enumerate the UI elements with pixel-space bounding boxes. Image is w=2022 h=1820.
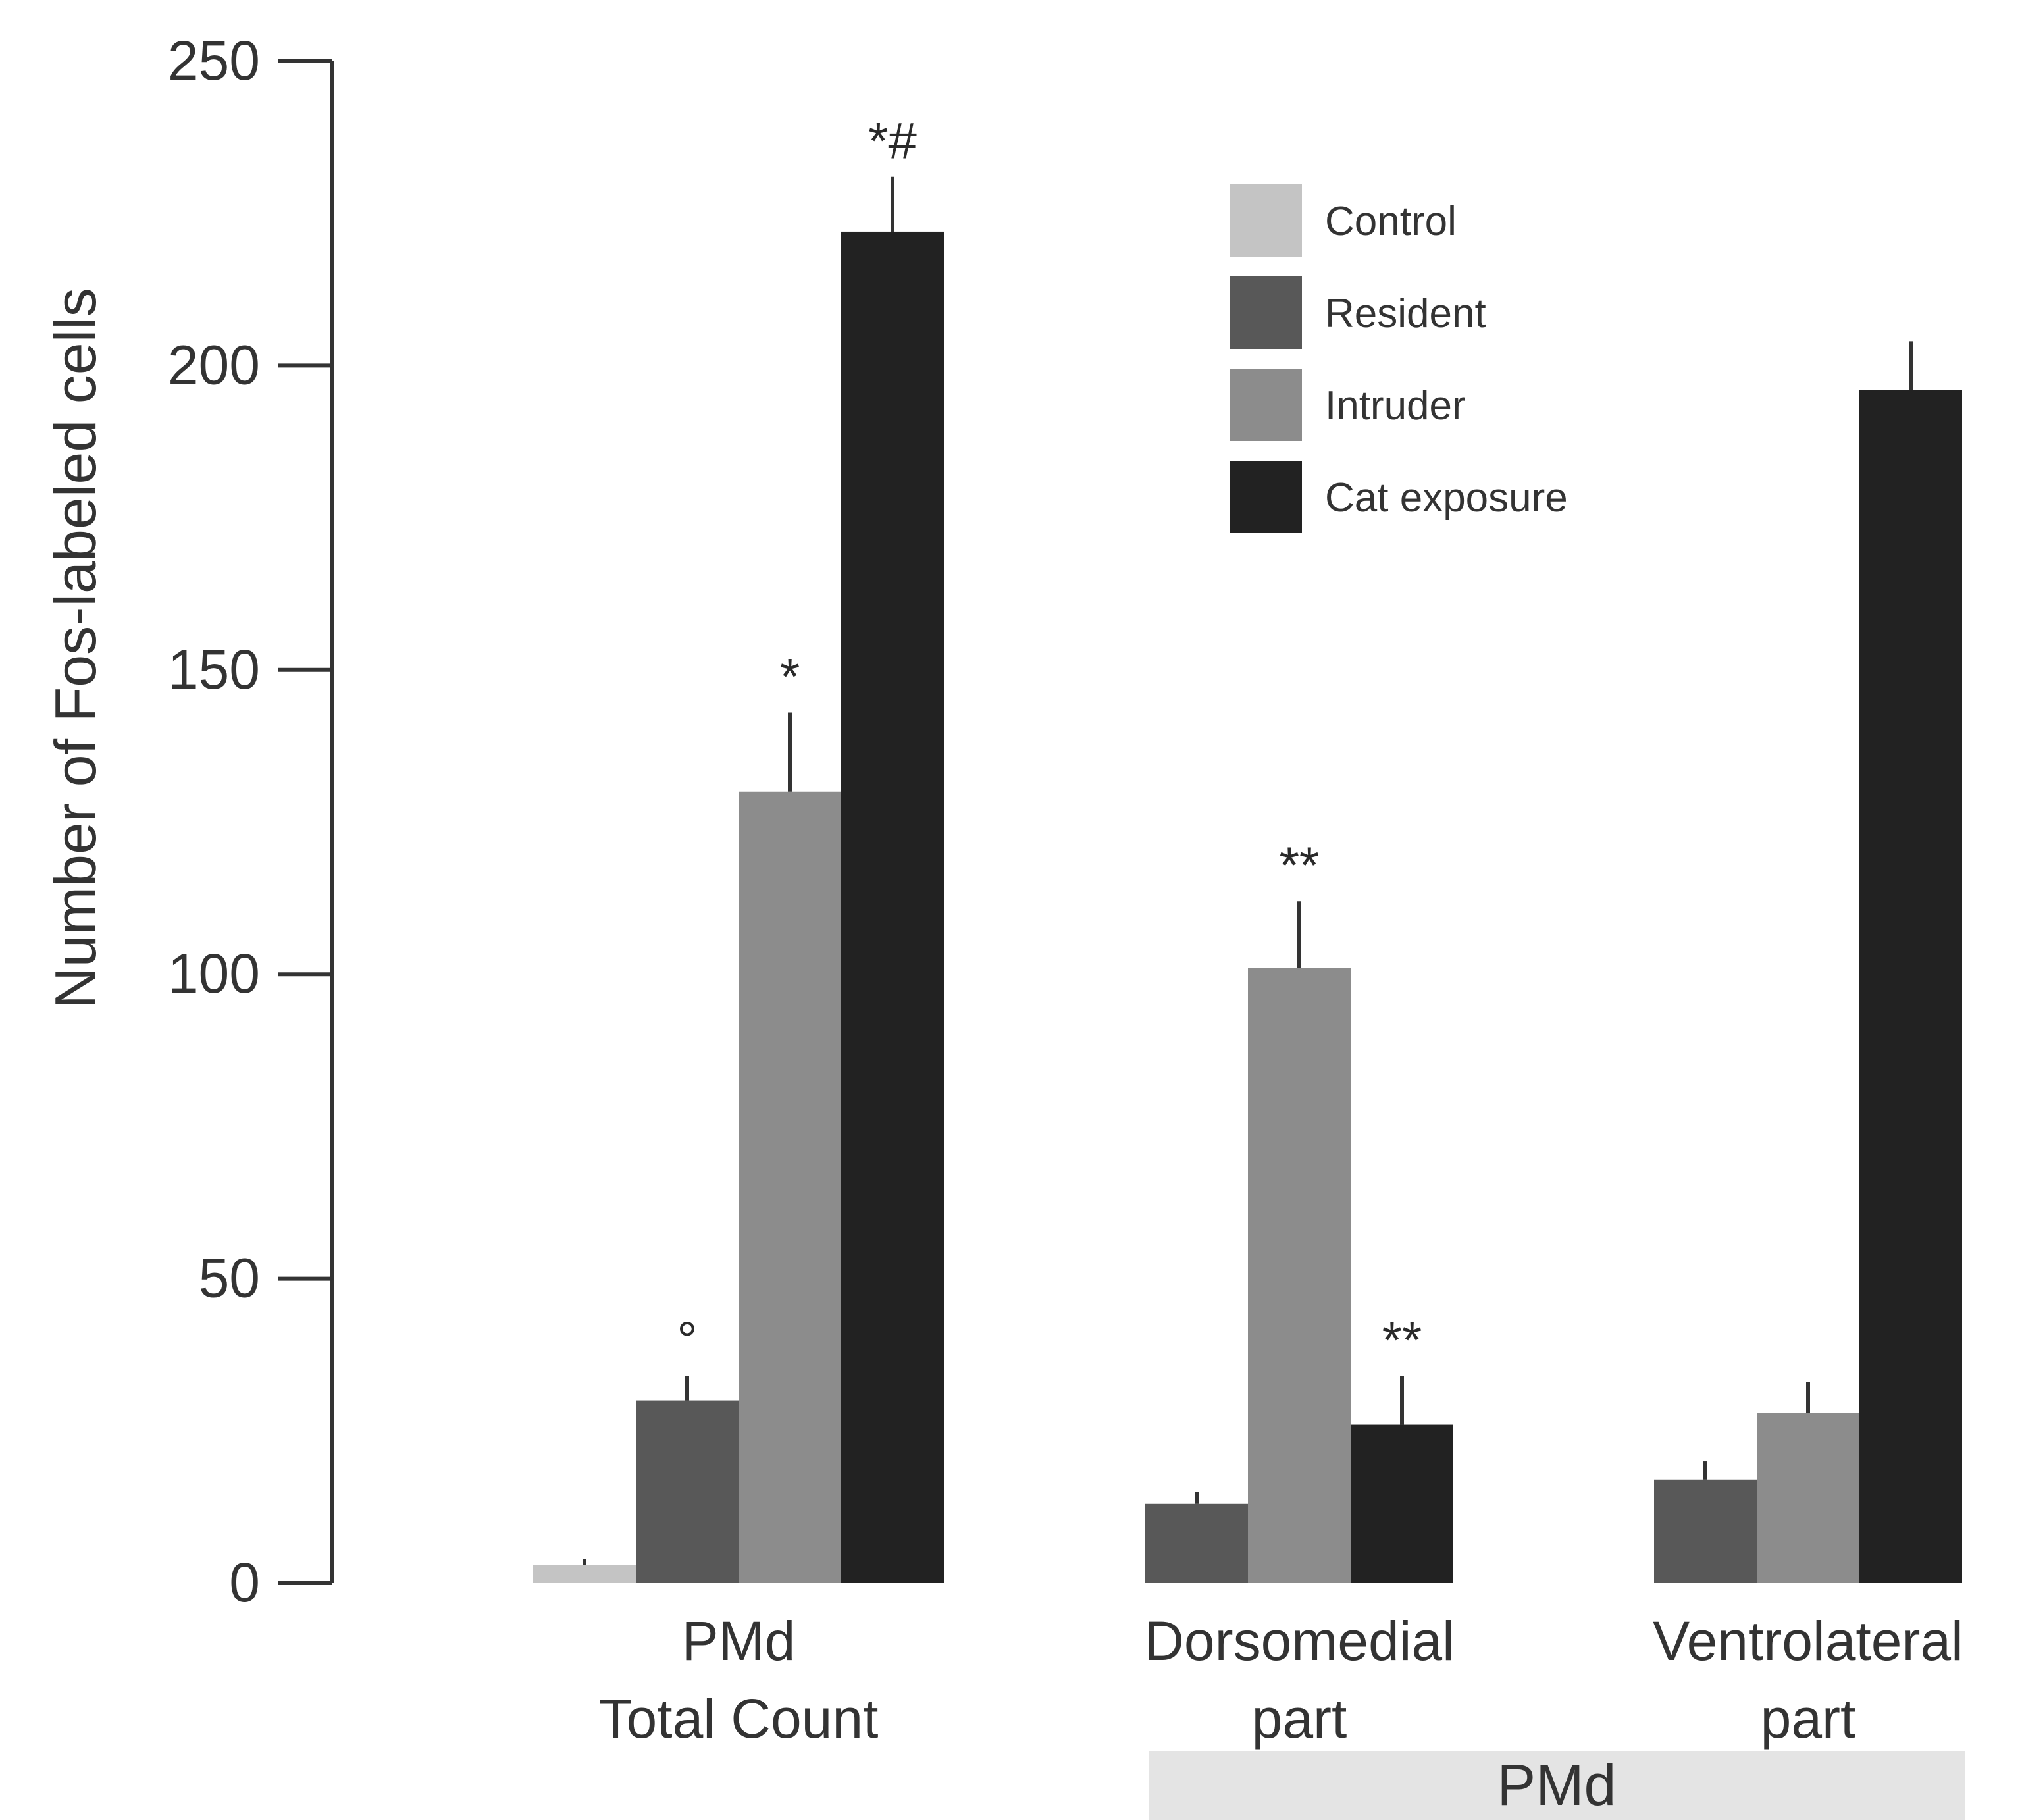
bar-group2-resident: [1145, 1503, 1248, 1583]
y-tick-label-50: 50: [199, 1247, 260, 1309]
y-axis-title: Number of Fos-labeled cells: [43, 288, 108, 1009]
legend-swatch-resident: [1230, 276, 1302, 349]
bar-group1-cat-exposure: [841, 231, 944, 1583]
category-label-group1-line2: Total Count: [599, 1688, 879, 1750]
category-label-group3-line2: part: [1761, 1688, 1856, 1750]
y-tick-label-200: 200: [168, 334, 260, 396]
legend-label-intruder: Intruder: [1325, 383, 1466, 429]
bar-group3-resident: [1654, 1479, 1757, 1583]
legend-label-resident: Resident: [1325, 291, 1486, 336]
significance-label-group2-cat-exposure: **: [1382, 1311, 1422, 1369]
significance-label-group2-intruder: **: [1280, 836, 1320, 894]
significance-label-group1-resident: °: [677, 1311, 697, 1369]
pmd-bracket-label: PMd: [1497, 1752, 1617, 1817]
bar-group1-control: [533, 1565, 636, 1583]
significance-label-group1-cat-exposure: *#: [868, 112, 917, 170]
y-tick-label-100: 100: [168, 943, 260, 1004]
legend-swatch-cat-exposure: [1230, 461, 1302, 533]
category-label-group1-line1: PMd: [682, 1610, 796, 1672]
y-tick-label-0: 0: [229, 1551, 260, 1613]
bar-group3-cat-exposure: [1859, 390, 1962, 1583]
y-tick-label-150: 150: [168, 638, 260, 700]
category-label-group2-line2: part: [1252, 1688, 1347, 1750]
bar-group1-intruder: [739, 791, 841, 1583]
category-label-group2-line1: Dorsomedial: [1144, 1610, 1455, 1672]
bar-group1-resident: [636, 1400, 739, 1583]
y-tick-label-250: 250: [168, 30, 260, 91]
legend-swatch-intruder: [1230, 369, 1302, 441]
category-label-group3-line1: Ventrolateral: [1653, 1610, 1963, 1672]
pmd-bracket: [1149, 1751, 1965, 1820]
legend-swatch-control: [1230, 184, 1302, 257]
legend-label-control: Control: [1325, 199, 1457, 244]
bar-group2-intruder: [1248, 968, 1351, 1583]
significance-label-group1-intruder: *: [780, 648, 800, 706]
legend-label-cat-exposure: Cat exposure: [1325, 475, 1568, 521]
bar-group3-intruder: [1757, 1413, 1859, 1583]
bar-group2-cat-exposure: [1351, 1424, 1453, 1583]
